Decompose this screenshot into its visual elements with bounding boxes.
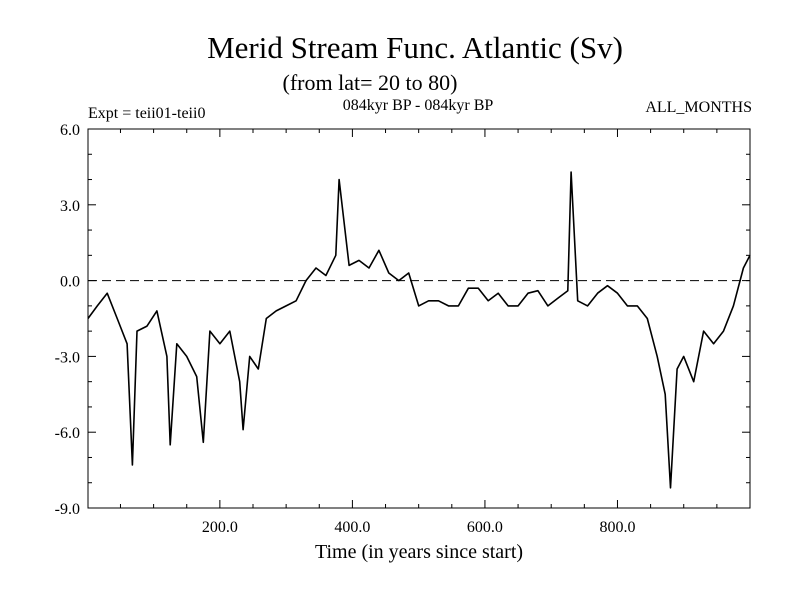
y-tick-label: 0.0 [60, 274, 80, 291]
y-tick-label: -6.0 [55, 425, 80, 442]
x-tick-label: 400.0 [334, 519, 370, 536]
x-tick-label: 200.0 [202, 519, 238, 536]
months-label: ALL_MONTHS [645, 99, 752, 116]
x-tick-label: 600.0 [467, 519, 503, 536]
x-axis-label: Time (in years since start) [315, 541, 523, 563]
y-axis-ticks: 6.0 3.0 0.0 -3.0 -6.0 -9.0 [55, 122, 750, 518]
expt-label: Expt = teii01-teii0 [88, 105, 205, 122]
chart-subtitle: (from lat= 20 to 80) [283, 70, 458, 95]
plot-frame [87, 128, 751, 509]
y-tick-label: 3.0 [60, 198, 80, 215]
chart-title: Merid Stream Func. Atlantic (Sv) [207, 30, 623, 65]
x-axis-ticks: 200.0 400.0 600.0 800.0 [119, 129, 718, 536]
y-tick-label: -9.0 [55, 501, 80, 518]
series-layer [87, 171, 751, 489]
period-label: 084kyr BP - 084kyr BP [343, 97, 494, 114]
series-line-0 [87, 171, 751, 489]
y-tick-label: 6.0 [60, 122, 80, 139]
x-tick-label: 800.0 [599, 519, 635, 536]
y-tick-label: -3.0 [55, 349, 80, 366]
